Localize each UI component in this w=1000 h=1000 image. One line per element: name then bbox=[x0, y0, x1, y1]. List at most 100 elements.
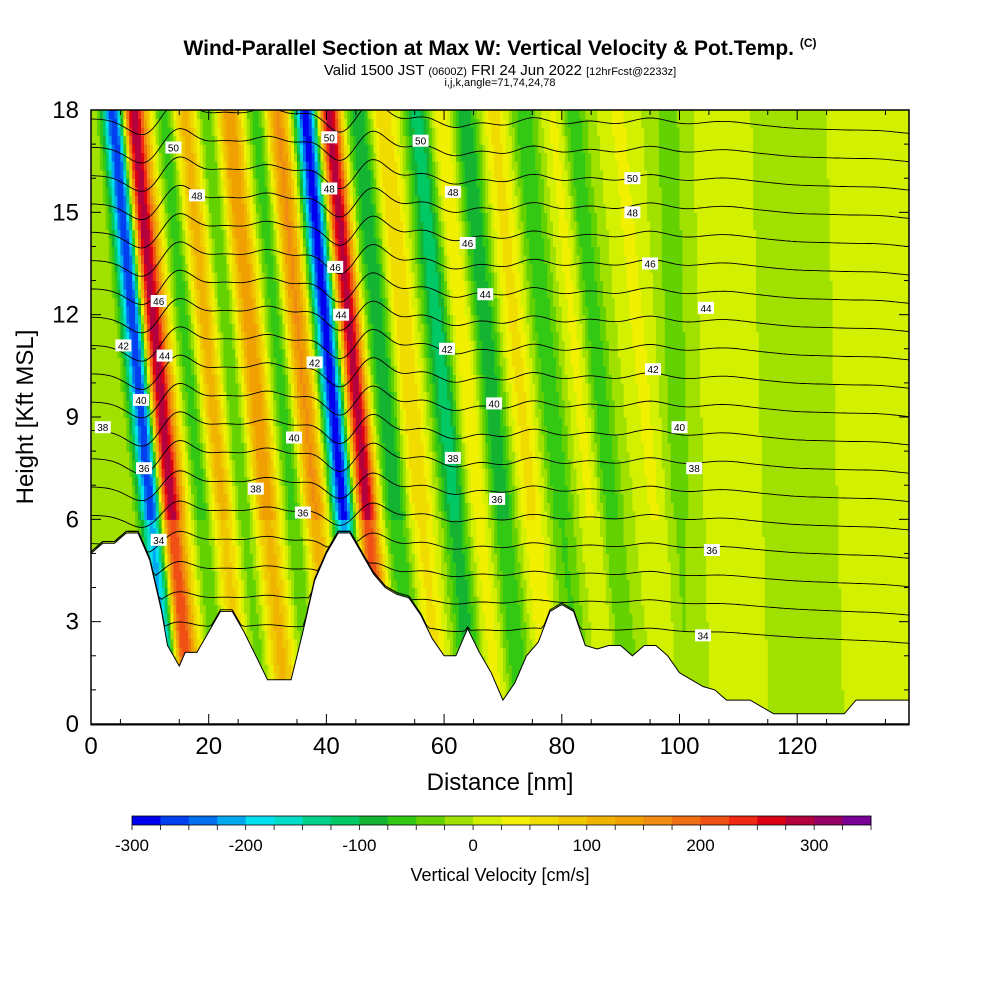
velocity-cell bbox=[588, 579, 592, 589]
velocity-cell bbox=[308, 579, 313, 589]
velocity-cell bbox=[288, 647, 292, 657]
velocity-cell bbox=[723, 604, 728, 614]
velocity-cell bbox=[529, 596, 533, 606]
velocity-cell bbox=[800, 706, 804, 716]
velocity-cell bbox=[888, 596, 892, 606]
velocity-cell bbox=[894, 689, 898, 699]
velocity-cell bbox=[214, 587, 219, 597]
velocity-cell bbox=[164, 604, 169, 614]
velocity-cell bbox=[508, 604, 513, 614]
velocity-cell bbox=[664, 638, 669, 648]
velocity-cell bbox=[861, 647, 866, 657]
velocity-cell bbox=[170, 604, 174, 614]
velocity-cell bbox=[450, 621, 454, 631]
velocity-cell bbox=[502, 655, 507, 665]
velocity-cell bbox=[726, 613, 731, 623]
velocity-cell bbox=[732, 604, 736, 614]
velocity-cell bbox=[196, 604, 201, 614]
velocity-cell bbox=[723, 596, 728, 606]
velocity-cell bbox=[773, 698, 778, 708]
velocity-cell bbox=[520, 579, 525, 589]
velocity-cell bbox=[249, 587, 254, 597]
velocity-cell bbox=[691, 647, 695, 657]
velocity-cell bbox=[252, 570, 257, 580]
velocity-cell bbox=[500, 647, 504, 657]
velocity-cell bbox=[220, 570, 224, 580]
velocity-cell bbox=[900, 613, 904, 623]
velocity-cell bbox=[879, 613, 884, 623]
velocity-cell bbox=[588, 570, 592, 580]
velocity-cell bbox=[882, 638, 886, 648]
velocity-cell bbox=[838, 655, 842, 665]
velocity-cell bbox=[847, 596, 851, 606]
velocity-cell bbox=[603, 579, 607, 589]
velocity-cell bbox=[514, 596, 519, 606]
velocity-cell bbox=[706, 672, 710, 682]
velocity-cell bbox=[776, 698, 781, 708]
velocity-cell bbox=[856, 596, 860, 606]
velocity-cell bbox=[685, 604, 689, 614]
velocity-cell bbox=[864, 647, 869, 657]
velocity-cell bbox=[882, 604, 886, 614]
velocity-cell bbox=[164, 579, 169, 589]
velocity-cell bbox=[591, 579, 595, 589]
velocity-cell bbox=[691, 638, 695, 648]
velocity-cell bbox=[476, 613, 480, 623]
velocity-cell bbox=[161, 596, 166, 606]
velocity-cell bbox=[576, 596, 580, 606]
velocity-cell bbox=[241, 604, 245, 614]
velocity-cell bbox=[797, 638, 801, 648]
velocity-cell bbox=[476, 570, 480, 580]
velocity-cell bbox=[438, 638, 442, 648]
velocity-cell bbox=[517, 638, 522, 648]
velocity-cell bbox=[691, 596, 695, 606]
velocity-cell bbox=[864, 613, 869, 623]
velocity-cell bbox=[773, 706, 778, 716]
velocity-cell bbox=[776, 689, 781, 699]
velocity-cell bbox=[676, 613, 680, 623]
velocity-cell bbox=[838, 613, 842, 623]
velocity-cell bbox=[647, 570, 651, 580]
velocity-cell bbox=[491, 604, 495, 614]
velocity-cell bbox=[785, 698, 789, 708]
velocity-cell bbox=[747, 647, 751, 657]
velocity-cell bbox=[617, 621, 622, 631]
velocity-cell bbox=[514, 672, 519, 682]
velocity-cell bbox=[208, 596, 213, 606]
velocity-cell bbox=[861, 672, 866, 682]
velocity-cell bbox=[447, 587, 451, 597]
velocity-cell bbox=[170, 621, 174, 631]
velocity-cell bbox=[753, 613, 757, 623]
velocity-cell bbox=[488, 579, 492, 589]
velocity-cell bbox=[847, 638, 851, 648]
velocity-cell bbox=[876, 681, 881, 691]
velocity-cell bbox=[626, 638, 630, 648]
velocity-cell bbox=[832, 655, 836, 665]
velocity-cell bbox=[856, 587, 860, 597]
velocity-cell bbox=[717, 621, 722, 631]
velocity-cell bbox=[864, 655, 869, 665]
velocity-cell bbox=[196, 613, 201, 623]
velocity-cell bbox=[850, 570, 854, 580]
velocity-cell bbox=[458, 621, 463, 631]
velocity-cell bbox=[870, 621, 875, 631]
velocity-cell bbox=[191, 604, 195, 614]
velocity-cell bbox=[779, 681, 783, 691]
velocity-cell bbox=[676, 587, 680, 597]
velocity-cell bbox=[753, 596, 757, 606]
velocity-cell bbox=[588, 596, 592, 606]
velocity-cell bbox=[829, 621, 834, 631]
velocity-cell bbox=[891, 587, 895, 597]
velocity-cell bbox=[667, 579, 672, 589]
velocity-cell bbox=[838, 570, 842, 580]
velocity-cell bbox=[196, 630, 201, 640]
velocity-cell bbox=[555, 579, 560, 589]
velocity-cell bbox=[903, 672, 907, 682]
velocity-cell bbox=[476, 596, 480, 606]
velocity-cell bbox=[608, 638, 613, 648]
velocity-cell bbox=[738, 655, 742, 665]
velocity-cell bbox=[832, 681, 836, 691]
velocity-cell bbox=[882, 596, 886, 606]
velocity-cell bbox=[511, 570, 516, 580]
velocity-cell bbox=[538, 596, 542, 606]
